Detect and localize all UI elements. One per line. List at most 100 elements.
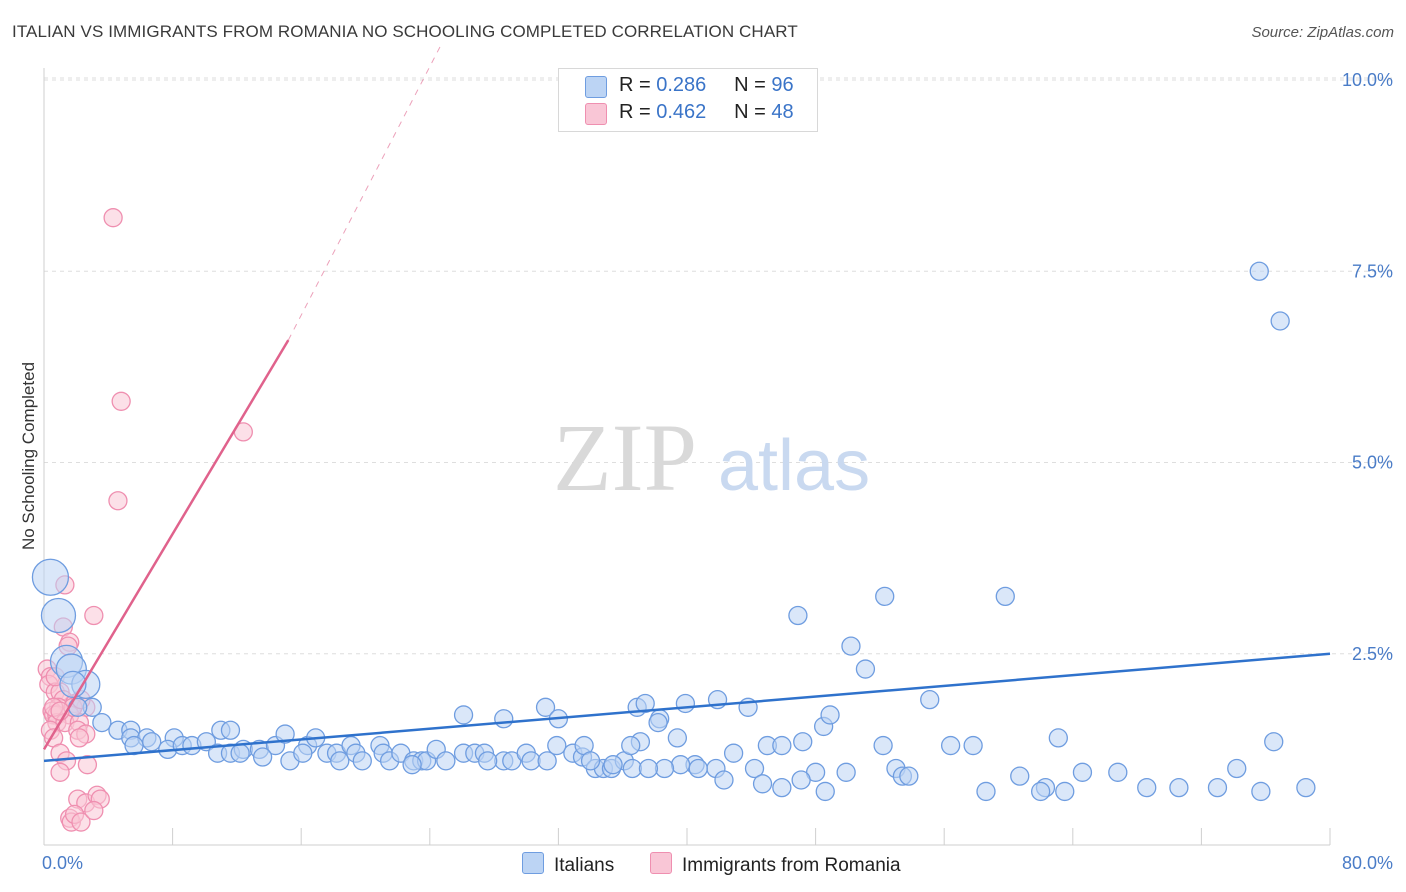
italians-point-87 (820, 705, 840, 725)
italians-point-33 (293, 743, 313, 763)
romania-point-34 (69, 728, 90, 748)
italians-point-112 (1270, 311, 1290, 331)
legend-n-label: N = (734, 74, 766, 96)
italians-point-109 (995, 586, 1015, 607)
italians-point-99 (1137, 777, 1157, 798)
italians-point-124 (688, 758, 708, 779)
italians-point-130 (1108, 762, 1128, 782)
italians-point-48 (436, 751, 456, 771)
italians-point-131 (1072, 762, 1093, 782)
romania-point-36 (50, 762, 70, 782)
italians-point-104 (1264, 732, 1284, 752)
italians-point-25 (230, 743, 250, 763)
watermark-zip: ZIP (553, 404, 697, 511)
italians-point-83 (793, 732, 813, 752)
italians-point-88 (841, 636, 861, 656)
y-tick-label-0: 2.5% (1352, 644, 1393, 664)
bottom-legend-romania: Immigrants from Romania (650, 852, 901, 877)
bottom-legend-swatch-italians (522, 852, 544, 874)
italians-point-8 (92, 712, 112, 733)
italians-point-122 (752, 774, 773, 794)
italians-point-57 (537, 751, 557, 771)
romania-point-3 (108, 491, 128, 511)
legend-swatch-romania (585, 103, 607, 125)
italians-point-67 (453, 705, 474, 725)
italians-point-28 (252, 747, 273, 767)
bottom-legend-italians: Italians (522, 852, 614, 877)
legend-n-italians: 96 (771, 74, 794, 96)
bottom-legend-label-romania: Immigrants from Romania (682, 855, 901, 876)
italians-point-128 (621, 735, 641, 756)
italians-point-132 (1031, 781, 1051, 802)
italians-point-107 (836, 762, 856, 782)
italians-point-126 (654, 758, 675, 779)
italians-point-95 (976, 781, 996, 802)
romania-point-1 (111, 391, 131, 411)
y-tick-label-2: 7.5% (1352, 261, 1393, 281)
italians-point-80 (723, 743, 744, 763)
watermark-atlas: atlas (718, 426, 870, 506)
italians-point-103 (1251, 781, 1271, 802)
italians-point-81 (744, 758, 765, 779)
x-tick-min: 0.0% (42, 853, 83, 873)
x-tick-max: 80.0% (1342, 853, 1393, 873)
legend-r-italians: 0.286 (656, 74, 707, 96)
axes (43, 68, 1331, 846)
x-tick-labels: 0.0% 80.0% (42, 853, 1393, 873)
italians-point-110 (1055, 781, 1075, 802)
italians-point-119 (815, 781, 835, 802)
italians-point-106 (772, 735, 792, 756)
y-tick-labels: 2.5% 5.0% 7.5% 10.0% (1342, 70, 1393, 664)
italians-point-66 (622, 758, 642, 779)
legend-r-romania: 0.462 (656, 101, 707, 123)
grid-lines (44, 77, 1394, 655)
italians-point-58 (547, 735, 567, 756)
watermark: ZIP atlas (553, 404, 870, 511)
italians-point-101 (1207, 777, 1228, 798)
chart-source: Source: ZipAtlas.com (1251, 24, 1394, 41)
italians-point-111 (1249, 261, 1269, 281)
legend-n-label: N = (734, 101, 766, 123)
italians-point-98 (1048, 728, 1068, 748)
italians-point-36 (330, 751, 350, 771)
stats-legend: R = 0.286 N = 96 R = 0.462 N = 48 (558, 68, 818, 132)
y-tick-label-1: 5.0% (1352, 453, 1393, 473)
legend-swatch-italians (585, 76, 607, 98)
italians-point-89 (873, 735, 893, 756)
trend-line-italians (43, 652, 1331, 763)
italians-point-125 (670, 755, 691, 775)
italians-point-123 (714, 770, 734, 790)
chart-title: ITALIAN VS IMMIGRANTS FROM ROMANIA NO SC… (12, 22, 798, 41)
italians-point-49 (402, 755, 422, 775)
trend-line-romania-extension (287, 41, 444, 341)
romania-point-37 (77, 755, 98, 775)
italians-point-113 (855, 659, 876, 679)
romania-point-46 (84, 800, 104, 821)
italians-point-21 (220, 720, 241, 740)
legend-r-label: R = (619, 74, 651, 96)
italians-point-86 (788, 605, 808, 626)
trend-lines (42, 41, 1331, 763)
italians-point-15 (142, 732, 162, 752)
italians-point-116 (675, 693, 696, 714)
italians-point-39 (352, 751, 372, 771)
italians-point-69 (535, 697, 556, 717)
romania-point-45 (71, 812, 91, 832)
italians-point-93 (940, 735, 961, 756)
italians-point-100 (1169, 777, 1189, 798)
italians-point-29 (275, 724, 295, 744)
italians-point-92 (920, 690, 940, 710)
italians-point-127 (638, 758, 659, 779)
italians-point-105 (1296, 777, 1316, 798)
italians-point-108 (875, 586, 895, 607)
italians-point-120 (791, 770, 811, 790)
italians-point-77 (667, 728, 688, 748)
trend-line-romania (42, 339, 290, 751)
italians-point-117 (648, 712, 668, 733)
italians-point-121 (772, 777, 792, 798)
italians-point-129 (899, 766, 919, 786)
bottom-legend-swatch-romania (650, 852, 672, 874)
italians-point-75 (635, 693, 655, 714)
italians-point-68 (494, 709, 514, 729)
